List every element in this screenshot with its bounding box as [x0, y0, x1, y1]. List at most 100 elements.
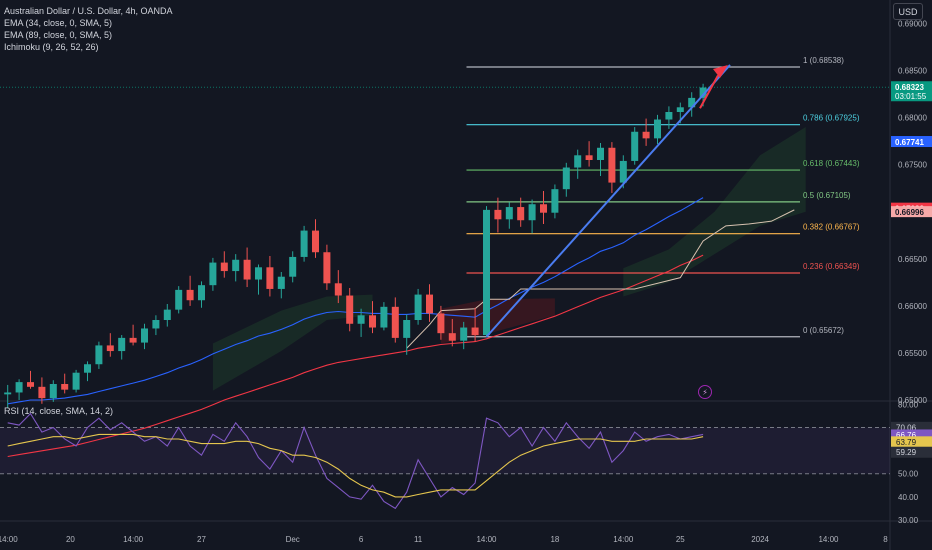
rsi-ma-line	[7, 433, 704, 498]
rsi-line	[7, 412, 704, 510]
candle-body	[585, 155, 593, 160]
candle-body	[152, 320, 160, 329]
ichimoku-cloud-bearish	[440, 298, 555, 344]
candle-body	[631, 131, 639, 161]
candle-body	[654, 119, 661, 139]
candle-body	[346, 295, 354, 324]
rsi-badge	[891, 446, 932, 458]
time-tick-label: 14:00	[123, 535, 144, 544]
price-tick-label: 0.69000	[898, 20, 927, 29]
candle-body	[198, 285, 205, 301]
price-tick-label: 0.66000	[898, 302, 927, 311]
rsi-tick-label: 80.00	[898, 400, 919, 409]
candle-body	[414, 294, 422, 320]
candle-body	[163, 309, 171, 320]
time-tick-label: 6	[359, 535, 364, 544]
candle-body	[437, 313, 445, 334]
indicator-ichimoku[interactable]: Ichimoku (9, 26, 52, 26)	[4, 42, 99, 52]
candle-body	[517, 207, 525, 221]
trendline	[485, 64, 731, 338]
candle-body	[300, 230, 308, 257]
time-tick-label: 14:00	[476, 535, 497, 544]
candle-body	[551, 189, 559, 213]
time-tick-label: 8	[883, 535, 888, 544]
price-badge-label: 0.66996	[895, 208, 924, 217]
rsi-tick-label: 40.00	[898, 493, 919, 502]
candle-body	[15, 382, 23, 393]
candle-body	[665, 112, 673, 120]
rsi-legend[interactable]: RSI (14, close, SMA, 14, 2)	[4, 406, 114, 416]
rsi-badge	[891, 421, 932, 433]
price-badge-label: 0.67741	[895, 138, 924, 147]
candle-body	[220, 262, 228, 272]
candle-body	[4, 392, 12, 395]
fib-level-label: 0 (0.65672)	[803, 326, 844, 335]
ichimoku-cloud-bullish-forward	[623, 127, 806, 297]
candle-body	[608, 147, 616, 183]
candle-body	[266, 267, 274, 289]
rsi-badge-label: 70.06	[896, 423, 917, 432]
price-tick-label: 0.67500	[898, 161, 927, 170]
projection-arrow-head	[713, 64, 728, 78]
indicator-ema89[interactable]: EMA (89, close, 0, SMA, 5)	[4, 30, 113, 40]
candle-body	[676, 107, 684, 112]
price-badge-countdown: 03:01:55	[895, 92, 927, 101]
time-tick-label: 14:00	[613, 535, 634, 544]
candle-body	[38, 386, 46, 399]
fib-level-label: 1 (0.68538)	[803, 56, 844, 65]
ema89-line	[7, 254, 704, 458]
price-tick-label: 0.68000	[898, 114, 927, 123]
candle-body	[642, 131, 650, 139]
lightning-icon[interactable]: ⚡	[698, 385, 712, 399]
candle-body	[323, 252, 331, 284]
candle-body	[129, 337, 137, 343]
price-tick-label: 0.66500	[898, 255, 927, 264]
candle-body	[209, 262, 217, 286]
time-tick-label: Dec	[286, 535, 300, 544]
candle-body	[471, 327, 479, 336]
candle-body	[460, 327, 468, 341]
rsi-badge-label: 66.76	[896, 431, 917, 440]
candle-body	[95, 345, 103, 365]
candle-body	[562, 167, 570, 190]
candle-body	[540, 204, 547, 213]
indicator-ema34[interactable]: EMA (34, close, 0, SMA, 5)	[4, 18, 113, 28]
ichimoku-cloud-bullish	[212, 294, 373, 391]
symbol-title: Australian Dollar / U.S. Dollar, 4h, OAN…	[4, 6, 173, 16]
currency-button[interactable]: USD	[893, 3, 923, 20]
fib-level-label: 0.618 (0.67443)	[803, 159, 860, 168]
candle-body	[72, 372, 80, 390]
candle-body	[357, 315, 365, 324]
price-tick-label: 0.65500	[898, 349, 927, 358]
candle-body	[448, 333, 456, 341]
candle-body	[312, 230, 319, 253]
rsi-badge	[891, 436, 932, 448]
candle-body	[574, 155, 582, 168]
candle-body	[494, 209, 502, 220]
candle-body	[483, 209, 490, 336]
candle-body	[289, 256, 297, 277]
rsi-band	[0, 427, 890, 474]
time-tick-label: 25	[676, 535, 685, 544]
rsi-tick-label: 50.00	[898, 470, 919, 479]
fib-level-label: 0.786 (0.67925)	[803, 114, 860, 123]
fib-level-label: 0.382 (0.66767)	[803, 223, 860, 232]
price-badge	[891, 81, 932, 102]
price-tick-label: 0.65000	[898, 396, 927, 405]
candle-body	[369, 315, 376, 328]
time-tick-label: 11	[414, 535, 423, 544]
candle-body	[243, 259, 251, 280]
candle-body	[84, 364, 91, 373]
candle-body	[141, 328, 148, 343]
candle-body	[380, 306, 388, 328]
candle-body	[334, 283, 342, 296]
price-tick-label: 0.68500	[898, 67, 927, 76]
ema34-line	[7, 197, 704, 405]
candle-body	[277, 276, 285, 289]
candle-body	[391, 306, 399, 338]
price-badge-label: 0.68323	[895, 83, 924, 92]
candle-body	[106, 345, 114, 352]
ichimoku-lagging-line	[406, 209, 795, 349]
